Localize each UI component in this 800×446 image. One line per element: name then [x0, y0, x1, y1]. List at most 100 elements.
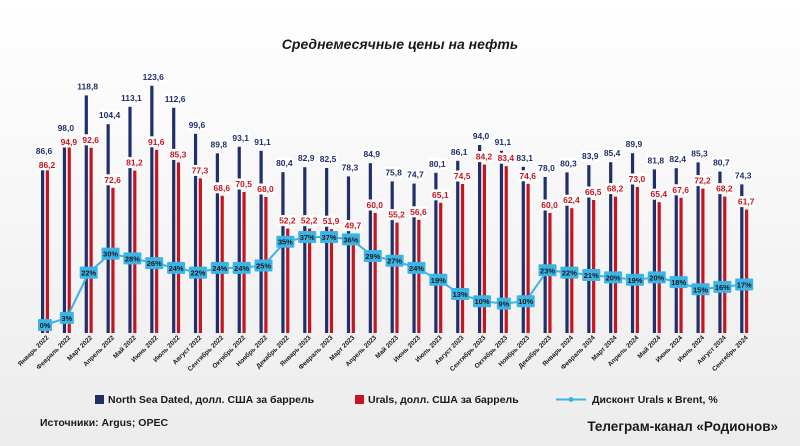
data-label-urals-bg	[584, 186, 603, 198]
discount-label: 20%	[649, 273, 664, 282]
bar-urals	[351, 233, 355, 333]
data-label-brent-bg	[253, 136, 272, 148]
data-label-brent: 83,9	[582, 151, 599, 161]
discount-label-bg	[647, 271, 666, 284]
data-label-urals: 65,1	[432, 190, 449, 200]
discount-label: 24%	[234, 264, 249, 273]
data-label-urals: 86,2	[39, 160, 56, 170]
bar-urals	[45, 160, 49, 333]
data-label-urals: 56,6	[410, 207, 427, 217]
discount-label: 0%	[40, 321, 51, 330]
data-label-brent-bg	[340, 161, 359, 173]
data-label-brent-bg	[406, 169, 425, 181]
data-label-urals-bg	[475, 151, 493, 163]
bar-brent	[609, 162, 613, 333]
data-label-brent-bg	[581, 150, 600, 162]
bar-urals	[613, 196, 618, 333]
data-label-brent: 112,6	[165, 94, 186, 104]
bar-brent	[193, 133, 198, 333]
discount-label-bg	[79, 266, 98, 279]
data-label-brent: 86,6	[36, 146, 53, 156]
bar-urals	[657, 202, 661, 333]
data-label-brent: 83,1	[516, 153, 533, 163]
discount-label-bg	[59, 311, 74, 324]
discount-label: 19%	[431, 276, 446, 285]
data-label-brent: 91,1	[254, 137, 271, 147]
data-label-urals-bg	[125, 157, 144, 169]
data-label-brent-bg	[142, 71, 164, 83]
data-label-brent-bg	[493, 136, 512, 148]
data-label-brent: 91,1	[495, 137, 512, 147]
bar-urals	[635, 187, 639, 333]
data-label-brent: 118,8	[77, 81, 98, 91]
discount-label: 17%	[737, 281, 752, 290]
bar-brent	[62, 137, 67, 333]
data-label-urals: 74,5	[454, 171, 471, 181]
discount-label-bg	[625, 273, 644, 286]
discount-label: 28%	[125, 254, 140, 263]
bar-urals	[198, 178, 202, 333]
discount-label: 15%	[693, 285, 708, 294]
data-label-brent-bg	[231, 132, 250, 144]
discount-label: 27%	[387, 257, 402, 266]
discount-label-bg	[451, 288, 470, 301]
data-label-urals: 81,2	[126, 158, 143, 168]
data-label-brent-bg	[384, 166, 403, 178]
legend-swatch-urals	[355, 395, 364, 404]
data-label-urals-bg	[322, 215, 341, 227]
data-label-urals: 62,4	[563, 195, 580, 205]
data-label-brent: 85,4	[604, 148, 621, 158]
discount-label: 23%	[540, 266, 555, 275]
discount-label-bg	[538, 264, 557, 277]
data-label-brent-bg	[428, 158, 447, 170]
data-label-brent-bg	[646, 154, 665, 166]
data-label-urals-bg	[693, 175, 712, 187]
data-label-urals-bg	[562, 194, 581, 206]
bar-urals	[395, 222, 399, 333]
data-label-brent: 104,4	[99, 110, 121, 120]
discount-label-bg	[713, 280, 732, 293]
data-label-brent-bg	[35, 145, 53, 157]
data-label-urals: 74,6	[519, 171, 536, 181]
data-label-urals: 67,6	[672, 185, 689, 195]
data-label-brent-bg	[275, 157, 294, 169]
discount-label: 18%	[671, 278, 686, 287]
data-label-brent: 86,1	[451, 147, 468, 157]
data-label-urals-bg	[169, 148, 188, 160]
data-label-urals-bg	[431, 189, 450, 201]
discount-label: 37%	[322, 233, 337, 242]
legend-label-urals: Urals, долл. США за баррель	[368, 394, 519, 406]
bars-layer: 86,6 86,2 98,0 94,9 118,8 92,6 104,4 72,6 113,1 8…	[35, 71, 756, 334]
data-label-brent: 74,3	[735, 170, 752, 180]
data-label-urals-bg	[256, 183, 275, 195]
discount-label: 22%	[190, 269, 205, 278]
data-label-urals-bg	[38, 159, 56, 171]
data-label-brent: 78,3	[342, 162, 359, 172]
bar-brent	[325, 168, 329, 333]
bar-brent	[456, 160, 460, 333]
data-label-urals: 85,3	[170, 149, 187, 159]
bar-urals	[176, 162, 181, 333]
x-tick-label: Сентябрь 2023	[448, 333, 487, 372]
bar-brent	[41, 159, 45, 333]
bar-brent	[630, 153, 635, 333]
bar-urals	[592, 200, 596, 333]
discount-label-bg	[516, 295, 535, 308]
data-label-brent: 80,7	[713, 158, 730, 168]
discount-label-bg	[254, 259, 273, 272]
data-label-brent-bg	[209, 138, 228, 150]
data-label-brent: 82,5	[320, 154, 337, 164]
bar-urals	[504, 166, 508, 333]
data-label-brent-bg	[319, 153, 338, 165]
data-label-brent-bg	[297, 152, 316, 164]
bar-brent	[674, 168, 678, 333]
bar-brent	[237, 146, 241, 333]
data-label-urals: 84,2	[476, 152, 493, 162]
data-label-urals-bg	[365, 199, 384, 211]
bar-urals	[526, 183, 530, 333]
data-label-urals: 91,6	[148, 137, 165, 147]
data-label-brent: 78,0	[538, 163, 555, 173]
data-label-brent-bg	[99, 109, 121, 121]
bar-urals	[286, 228, 290, 333]
